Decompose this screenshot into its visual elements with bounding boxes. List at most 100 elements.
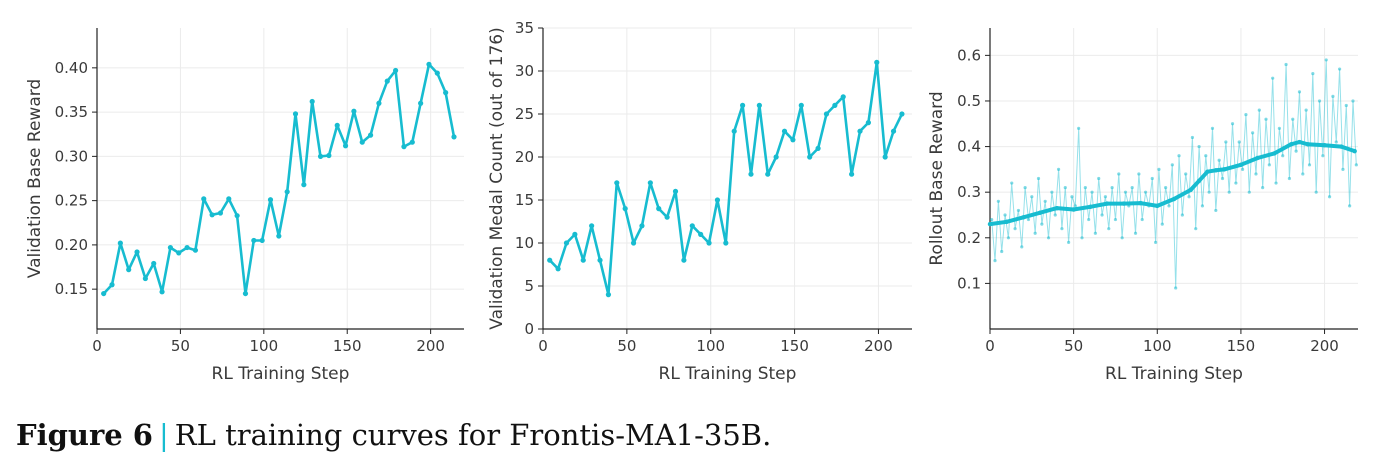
raw-data-point: [1271, 76, 1275, 80]
raw-data-point: [1307, 163, 1312, 167]
x-tick-label: 200: [864, 337, 893, 355]
data-point: [706, 240, 712, 246]
data-point: [815, 145, 821, 151]
raw-data-point: [1207, 190, 1211, 194]
y-tick-label: 0.20: [55, 236, 88, 254]
raw-data-point: [1174, 286, 1178, 290]
data-point: [756, 102, 762, 108]
raw-data-point: [1030, 195, 1034, 199]
raw-data-point: [1194, 227, 1198, 231]
data-point: [284, 189, 290, 195]
raw-data-point: [1234, 181, 1238, 185]
raw-data-point: [1026, 217, 1031, 222]
raw-data-point: [1261, 186, 1265, 190]
y-tick-label: 0.30: [55, 147, 88, 165]
smoothed-data-point: [1054, 205, 1060, 211]
data-point: [359, 139, 365, 145]
data-point: [109, 282, 115, 288]
raw-data-point: [1036, 176, 1041, 181]
raw-data-point: [1331, 94, 1335, 99]
raw-data-point: [1003, 213, 1007, 217]
raw-data-point: [1167, 204, 1171, 208]
data-point: [159, 289, 165, 295]
raw-data-point: [1040, 222, 1044, 226]
raw-data-point: [1143, 190, 1148, 194]
x-tick-label: 200: [1310, 337, 1339, 355]
raw-data-point: [1097, 176, 1101, 181]
raw-data-point: [1297, 90, 1302, 94]
y-tick-label: 0.35: [55, 103, 88, 121]
raw-data-point: [1080, 236, 1084, 240]
data-point: [101, 290, 107, 297]
raw-data-point: [1170, 163, 1174, 167]
smoothed-data-point: [1272, 151, 1277, 156]
raw-data-point: [1254, 172, 1258, 176]
raw-data-point: [1314, 190, 1318, 194]
y-tick-label: 0.3: [957, 183, 981, 201]
data-point: [572, 231, 578, 237]
y-axis-label: Validation Medal Count (out of 176): [487, 27, 507, 329]
raw-data-point: [1120, 236, 1124, 240]
raw-data-point: [1354, 163, 1358, 167]
data-point: [309, 98, 315, 105]
raw-data-point: [1053, 213, 1057, 217]
x-tick-label: 200: [416, 337, 445, 355]
data-point: [739, 102, 746, 108]
raw-data-point: [1287, 176, 1292, 181]
raw-data-point: [1160, 222, 1164, 226]
data-point: [899, 111, 905, 117]
data-point: [832, 102, 838, 108]
smoothed-data-point: [1138, 200, 1143, 206]
x-tick-label: 0: [985, 337, 995, 355]
smoothed-data-point: [1021, 215, 1026, 220]
raw-data-point: [1190, 135, 1194, 140]
smoothed-data-point: [1104, 201, 1110, 206]
raw-data-point: [1000, 249, 1004, 254]
raw-data-point: [1348, 204, 1352, 208]
y-tick-label: 0.1: [957, 274, 981, 292]
smoothed-data-point: [1297, 139, 1302, 145]
raw-data-point: [1107, 227, 1111, 231]
smoothed-data-point: [1213, 168, 1219, 173]
data-point: [630, 240, 637, 246]
data-point: [393, 67, 399, 74]
y-tick-label: 15: [515, 191, 534, 209]
raw-data-point: [1214, 208, 1218, 213]
y-axis-label: Rollout Base Reward: [927, 91, 947, 265]
series-line: [102, 63, 456, 295]
raw-data-point: [1227, 190, 1231, 194]
raw-data-point: [1050, 190, 1054, 194]
figure-caption: Figure 6 | RL training curves for Frontis-…: [16, 418, 771, 452]
raw-data-point: [1327, 195, 1332, 199]
data-point: [209, 212, 215, 218]
raw-data-point: [1341, 167, 1345, 171]
data-point: [890, 128, 897, 134]
data-point: [672, 188, 679, 194]
raw-data-point: [1090, 190, 1094, 194]
raw-data-point: [1033, 231, 1037, 235]
data-point: [217, 210, 224, 216]
data-point: [714, 197, 721, 203]
data-point: [276, 233, 282, 239]
data-point: [292, 111, 299, 117]
y-tick-label: 0.5: [957, 92, 981, 110]
raw-data-point: [1351, 99, 1355, 103]
x-tick-label: 50: [171, 337, 190, 355]
raw-data-point: [1043, 199, 1047, 203]
y-tick-label: 25: [515, 105, 534, 123]
data-point: [317, 153, 324, 159]
x-tick-label: 100: [249, 337, 278, 355]
raw-data-point: [1344, 103, 1348, 108]
x-tick-label: 150: [780, 337, 809, 355]
raw-data-point: [1180, 213, 1184, 217]
raw-data-point: [1237, 140, 1241, 144]
data-point: [342, 143, 349, 149]
caption-text: RL training curves for Frontis-MA1-35B.: [174, 418, 772, 452]
data-point: [426, 61, 432, 67]
data-point: [664, 214, 670, 220]
chart-panel-3: 0 50 100 150 200 0.1 0.2 0.3 0.4 0.5 0.6 RL Trainin…: [927, 28, 1358, 384]
data-point: [418, 100, 424, 106]
data-point: [176, 250, 182, 256]
raw-data-point: [1244, 113, 1248, 117]
data-point: [555, 266, 561, 272]
